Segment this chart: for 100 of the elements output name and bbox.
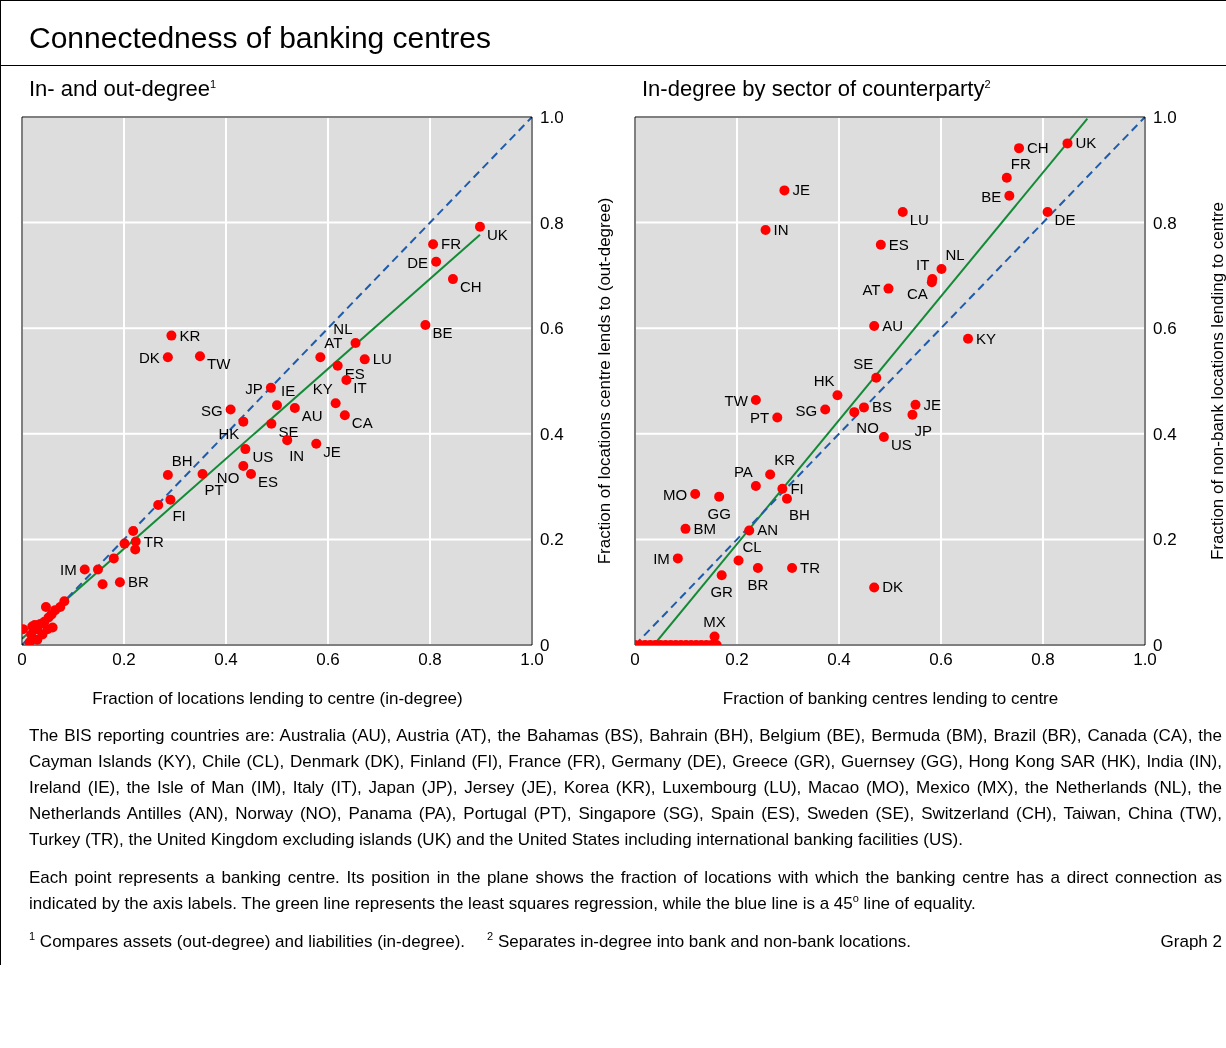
data-label: US [252,448,274,466]
x-tick-label: 0.2 [725,650,749,670]
data-label: ES [888,235,909,253]
data-label: IM [653,550,670,568]
data-label: HK [813,372,835,390]
data-label: JP [914,421,932,439]
x-axis-title: Fraction of locations lending to centre (in-degree) [91,689,464,709]
data-label: TW [724,392,749,410]
y-tick-label: 0.6 [1153,319,1177,339]
y-tick-label: 0.8 [540,213,564,233]
data-label: JE [323,442,341,460]
data-label: SE [853,354,874,372]
y-axis-title: Fraction of locations centre lends to (out-degree) [595,197,615,565]
data-label: LU [909,211,929,229]
data-label: SG [795,401,818,419]
data-label: BE [981,187,1002,205]
data-label: KY [976,329,997,347]
x-axis-title: Fraction of banking centres lending to centre [721,689,1060,709]
data-label: AU [301,406,323,424]
data-label: GR [710,583,734,601]
x-tick-label: 0.8 [1031,650,1055,670]
data-label: IN [289,447,305,465]
data-label: BH [788,505,810,523]
y-tick-label: 0.6 [540,319,564,339]
data-label: IM [60,561,77,579]
data-label: DE [1054,211,1076,229]
data-label: CA [906,285,928,303]
data-label: IN [773,220,789,238]
data-label: NO [856,419,879,437]
data-label: SG [200,401,223,419]
data-label: MO [663,485,688,503]
y-axis-title: Fraction of non-bank locations lending to centre [1208,201,1226,561]
data-label: CH [459,278,482,296]
x-tick-label: 0.6 [316,650,340,670]
data-label: MX [703,612,726,630]
data-label: DK [139,349,160,367]
x-tick-label: 0.8 [418,650,442,670]
data-label: AT [862,280,881,298]
data-label: IE [281,382,296,400]
data-label: JP [245,379,263,397]
y-tick-label: 0.2 [1153,530,1177,550]
data-label: JE [923,395,942,413]
x-tick-label: 0 [17,650,27,670]
chart-subtitle: In- and out-degree$^{1}$ [28,75,218,103]
x-tick-label: 0.2 [112,650,136,670]
chart-title: Connectedness of banking centres [1,0,1226,66]
data-label: AT [324,334,343,352]
y-tick-label: 1.0 [1153,108,1177,128]
data-label: NL [333,319,353,337]
data-label: BH [171,451,193,469]
data-label: IT [353,378,367,396]
data-label: KR [774,451,796,469]
data-label: UK [486,225,508,243]
data-label: BS [871,398,893,416]
data-label: FR [1010,154,1031,172]
data-label: DK [882,578,904,596]
data-label: UK [1075,134,1097,152]
data-label: JE [792,181,810,199]
data-label: TW [206,355,232,373]
data-label: BR [127,573,149,591]
data-label: KR [179,326,201,344]
data-label: TR [800,558,821,576]
y-tick-label: 0.2 [540,530,564,550]
data-label: PT [750,409,770,427]
data-label: LU [372,350,392,368]
chart-subtitle: In-degree by sector of counterparty$^{2}$ [641,75,992,103]
data-label: ES [257,472,279,490]
caption: Graph 2 [1160,931,1222,953]
x-tick-label: 1.0 [1133,650,1157,670]
data-label: DE [407,253,429,271]
data-label: AN [757,521,779,539]
text: Each point represents a banking centre. Its position in the plane shows the fraction of locations with which the banking centre has a direct connection as indicated by the axis labels. The green line represents the least squares regression, while the blue line is a 45$^{o}$ line of equality. [29,867,1222,915]
x-tick-label: 0.4 [214,650,238,670]
data-label: KY [312,380,333,398]
x-tick-label: 1.0 [520,650,544,670]
data-label: BM [693,519,716,537]
y-tick-label: 1.0 [540,108,564,128]
data-label: US [890,435,912,453]
data-label: PA [733,463,753,481]
data-label: FI [172,506,186,524]
text: $^{2}$ Separates in-degree into bank and non-bank locations. [487,929,911,953]
data-label: CL [742,537,762,555]
data-label: SE [278,422,299,440]
data-label: TR [143,532,164,550]
data-label: NL [945,246,965,264]
text: The BIS reporting countries are: Australia (AU), Austria (AT), the Bahamas (BS), Bahrain (BH), Belgium (BE), Bermuda (BM), Brazil (BR), Canada (CA), the Cayman Islands (KY), Chile (CL), Denmark (DK), Finland (FI), France (FR), Germany (DE), Greece (GR), Guernsey (GG), Hong Kong SAR (HK), India (IN), Ireland (IE), the Isle of Man (IM), Italy (IT), Japan (JP), Jersey (JE), Korea (KR), Luxembourg (LU), Macao (MO), Mexico (MX), the Netherlands (NL), the Netherlands Antilles (AN), Norway (NO), Panama (PA), Portugal (PT), Singapore (SG), Spain (ES), Sweden (SE), Switzerland (CH), Taiwan, China (TW), Turkey (TR), the United Kingdom excluding islands (UK) and the United States including international banking facilities (US). [29,725,1222,851]
data-label: IT [915,256,930,274]
y-tick-label: 0.8 [1153,213,1177,233]
data-label: HK [218,424,240,442]
data-label: AU [882,317,904,335]
x-tick-label: 0 [630,650,640,670]
y-tick-label: 0.4 [540,424,564,444]
x-tick-label: 0.4 [827,650,851,670]
data-label: FR [441,235,462,253]
data-label: CA [351,414,373,432]
data-label: BR [747,575,769,593]
data-label: GG [707,504,731,522]
data-label: BE [432,324,453,342]
data-label: CH [1027,139,1049,157]
data-label: FI [790,479,804,497]
